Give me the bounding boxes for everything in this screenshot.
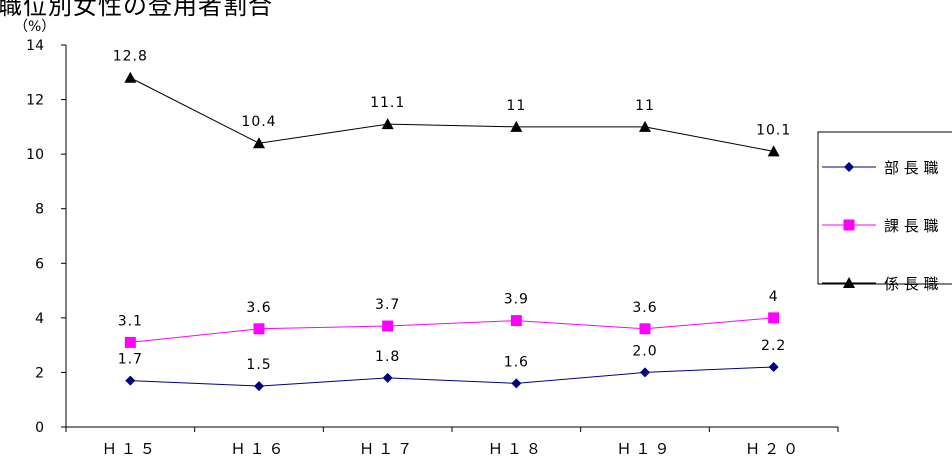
data-label: 12.8 [113, 49, 148, 65]
data-point [510, 120, 523, 132]
y-tick-label: 0 [35, 420, 44, 436]
data-label: 3.9 [504, 292, 529, 308]
data-point [382, 372, 393, 383]
data-point [253, 323, 265, 335]
legend-label: 部 長 職 [884, 159, 939, 177]
series-3: 12.8 10.4 11.1 11 11 10.1 [113, 49, 791, 157]
legend-marker [843, 277, 855, 288]
legend[interactable]: 部 長 職課 長 職係 長 職 [817, 131, 952, 293]
data-label: 1.7 [118, 352, 143, 368]
data-label: 3.6 [246, 300, 271, 316]
data-label: 2.0 [632, 343, 657, 359]
data-point [511, 378, 522, 389]
y-tick-label: 6 [35, 256, 44, 272]
x-tick-label: Ｈ１８ [488, 440, 545, 457]
data-point [510, 315, 522, 327]
y-tick-label: 4 [35, 311, 44, 327]
data-label: 2.2 [761, 338, 786, 354]
data-point [254, 381, 264, 392]
data-point [124, 71, 137, 83]
data-point [767, 145, 780, 157]
x-tick-label: Ｈ１５ [102, 440, 159, 457]
data-label: 10.4 [241, 114, 276, 130]
series-line [130, 77, 774, 152]
data-point [768, 312, 780, 324]
y-tick-label: 12 [26, 93, 44, 109]
data-point [253, 137, 265, 149]
data-label: 3.6 [632, 300, 657, 316]
legend-item[interactable]: 係 長 職 [822, 275, 939, 293]
data-point [768, 361, 779, 372]
y-tick-label: 2 [35, 365, 44, 381]
legend-marker [844, 162, 854, 172]
data-label: 3.7 [375, 297, 400, 313]
y-unit-label: （%） [14, 19, 55, 35]
data-point [381, 118, 394, 130]
x-tick-label: Ｈ１９ [616, 440, 673, 457]
data-label: 11.1 [370, 95, 405, 111]
data-point [382, 320, 394, 332]
legend-label: 課 長 職 [884, 217, 939, 235]
y-tick-label: 14 [26, 38, 44, 54]
y-tick-label: 10 [26, 147, 44, 163]
legend-item[interactable]: 部 長 職 [822, 159, 939, 177]
x-tick-label: Ｈ２０ [745, 440, 802, 457]
series-line [130, 317, 774, 343]
data-point [640, 367, 650, 378]
legend-box [817, 131, 952, 285]
chart-title: 職位別女性の登用者割合 [0, 0, 273, 20]
y-tick-label: 8 [35, 202, 44, 218]
data-label: 1.8 [375, 349, 400, 365]
data-point [639, 323, 651, 335]
legend-label: 係 長 職 [884, 275, 939, 293]
series-2: 3.1 3.6 3.7 3.9 3.6 4 [118, 289, 780, 348]
data-point [639, 120, 651, 132]
data-label: 10.1 [756, 122, 791, 138]
data-label: 4 [769, 289, 779, 305]
data-label: 3.1 [118, 313, 143, 329]
series-1: 1.7 1.5 1.8 1.6 2.0 2.2 [118, 338, 786, 392]
x-tick-label: Ｈ１６ [230, 440, 287, 457]
legend-marker [843, 219, 855, 231]
series-line [130, 366, 774, 387]
series-layer: 1.7 1.5 1.8 1.6 2.0 2.2 3.1 3.6 3.7 3.9 3.6 4 12.8 10… [113, 49, 791, 392]
legend-item[interactable]: 課 長 職 [822, 217, 939, 235]
data-label: 11 [635, 98, 655, 114]
x-tick-label: Ｈ１７ [359, 440, 416, 457]
data-label: 11 [506, 98, 526, 114]
axes: 0 2 4 6 8 10 12 14 （%） Ｈ１５ Ｈ１６ Ｈ１７ Ｈ１８ Ｈ１９ Ｈ２０ [14, 19, 839, 457]
data-label: 1.6 [504, 354, 529, 370]
data-point [125, 375, 136, 386]
data-label: 1.5 [246, 357, 271, 373]
data-point [124, 336, 136, 348]
